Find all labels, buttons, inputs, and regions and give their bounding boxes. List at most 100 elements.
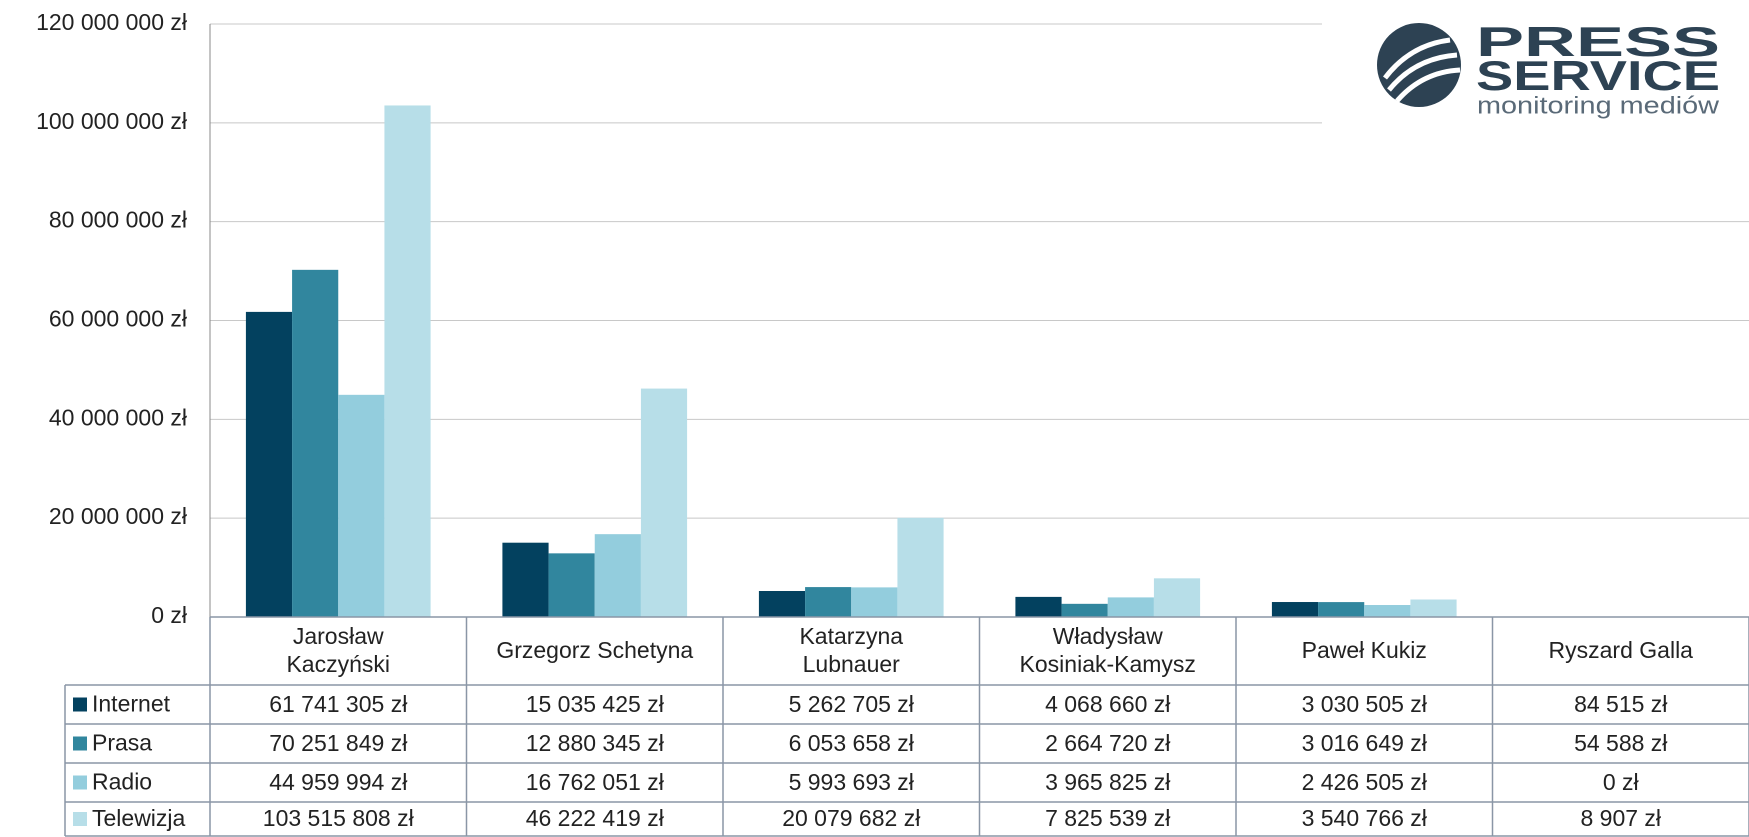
table-value-box: 3 965 825 zł (1045, 768, 1171, 795)
y-tick-label: 40 000 000 zł (49, 404, 187, 430)
table-value: 2 664 720 zł (1045, 729, 1171, 756)
bar (1318, 602, 1365, 617)
table-value-box: 70 251 849 zł (269, 729, 408, 756)
y-tick-label: 100 000 000 zł (36, 108, 187, 134)
bar (594, 534, 641, 617)
table-value: 54 588 zł (1574, 729, 1668, 756)
category-label-box: Katarzyna Lubnauer (799, 623, 904, 677)
bar (1015, 596, 1062, 617)
logo-text: PRESS (1476, 18, 1720, 65)
bar (1107, 597, 1154, 617)
logo-text: monitoring mediów (1477, 92, 1720, 119)
category-label: Jarosław Kaczyński (286, 623, 391, 677)
table-value: 4 068 660 zł (1045, 690, 1171, 717)
bar (502, 542, 549, 617)
bar (1153, 578, 1201, 617)
table-value: 7 825 539 zł (1045, 805, 1171, 832)
table-value: 16 762 051 zł (525, 768, 664, 795)
table-value-box: 6 053 658 zł (788, 729, 914, 756)
bar (640, 388, 688, 617)
table-value: 15 035 425 zł (525, 690, 664, 717)
legend-key (73, 812, 87, 826)
bar (338, 394, 385, 617)
table-value-box: 61 741 305 zł (269, 690, 408, 717)
table-value: 8 907 zł (1580, 805, 1662, 832)
bar (805, 587, 852, 617)
legend-key (73, 736, 87, 751)
table-value: 44 959 994 zł (269, 768, 408, 795)
category-label-box: Grzegorz Schetyna (496, 637, 694, 664)
legend-key (73, 775, 87, 790)
table-value-box: 5 262 705 zł (788, 690, 914, 717)
table-value-box: 2 664 720 zł (1045, 729, 1171, 756)
table-value: 84 515 zł (1574, 690, 1668, 717)
y-tick-label: 120 000 000 zł (36, 9, 187, 35)
table-value: 3 030 505 zł (1301, 690, 1427, 717)
legend-label: Prasa (92, 730, 152, 756)
table-value-box: 8 907 zł (1580, 805, 1662, 832)
legend-label: Radio (92, 769, 152, 795)
table-value-box: 4 068 660 zł (1045, 690, 1171, 717)
table-value-box: 12 880 345 zł (525, 729, 664, 756)
table-value: 70 251 849 zł (269, 729, 408, 756)
table-value: 3 016 649 zł (1301, 729, 1427, 756)
table-value-box: 44 959 994 zł (269, 768, 408, 795)
bar (758, 590, 806, 617)
category-label: Ryszard Galla (1548, 637, 1693, 664)
table-value-box: 3 030 505 zł (1301, 690, 1427, 717)
logo: PRESS SERVICE monitoring mediów (1377, 18, 1720, 119)
legend-label: Telewizja (92, 805, 186, 831)
table-value: 0 zł (1602, 768, 1639, 795)
category-label-box: Władysław Kosiniak-Kamysz (1019, 623, 1196, 677)
table-value-box: 46 222 419 zł (525, 805, 664, 832)
bar (1364, 605, 1411, 617)
bar (1271, 602, 1319, 617)
category-label: Katarzyna Lubnauer (799, 623, 904, 677)
table-value-box: 16 762 051 zł (525, 768, 664, 795)
bar (851, 587, 898, 617)
y-tick-label: 80 000 000 zł (49, 207, 187, 233)
table-value-box: 7 825 539 zł (1045, 805, 1171, 832)
table-value: 5 262 705 zł (788, 690, 914, 717)
category-label: Władysław Kosiniak-Kamysz (1019, 623, 1196, 677)
table-value: 103 515 808 zł (262, 805, 414, 832)
table-value: 2 426 505 zł (1301, 768, 1427, 795)
table-value-box: 15 035 425 zł (525, 690, 664, 717)
bar (897, 517, 944, 617)
table-value: 20 079 682 zł (782, 805, 921, 832)
bar (1061, 603, 1108, 617)
logo-stripes (1383, 37, 1461, 103)
table-value-box: 3 016 649 zł (1301, 729, 1427, 756)
category-label: Paweł Kukiz (1301, 637, 1427, 664)
table-value: 5 993 693 zł (788, 768, 914, 795)
table-value-box: 0 zł (1602, 768, 1639, 795)
category-label: Grzegorz Schetyna (496, 637, 694, 664)
table-value: 6 053 658 zł (788, 729, 914, 756)
category-label-box: Ryszard Galla (1548, 637, 1693, 664)
y-tick-label: 0 zł (151, 602, 187, 628)
legend-label: Internet (92, 691, 171, 717)
table-value: 46 222 419 zł (525, 805, 664, 832)
table-value-box: 5 993 693 zł (788, 768, 914, 795)
legend-key (73, 697, 87, 712)
category-label-box: Jarosław Kaczyński (286, 623, 391, 677)
table-value-box: 3 540 766 zł (1301, 805, 1427, 832)
table-value-box: 54 588 zł (1574, 729, 1668, 756)
category-label-box: Paweł Kukiz (1301, 637, 1427, 664)
bar (384, 105, 431, 617)
table-value: 3 540 766 zł (1301, 805, 1427, 832)
bar (548, 553, 595, 617)
table-value-box: 103 515 808 zł (262, 805, 414, 832)
table-value: 12 880 345 zł (525, 729, 664, 756)
bar (245, 311, 293, 617)
table-value: 3 965 825 zł (1045, 768, 1171, 795)
bar (1410, 599, 1457, 617)
table-value-box: 20 079 682 zł (782, 805, 921, 832)
bar (292, 269, 339, 617)
logo-text: SERVICE (1476, 52, 1720, 99)
y-tick-label: 60 000 000 zł (49, 306, 187, 332)
y-tick-label: 20 000 000 zł (49, 503, 187, 529)
table-value-box: 2 426 505 zł (1301, 768, 1427, 795)
table-value: 61 741 305 zł (269, 690, 408, 717)
